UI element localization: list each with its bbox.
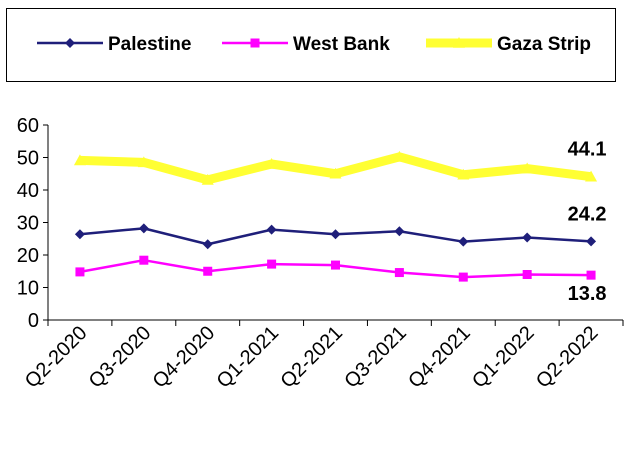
x-tick-label: Q1-2021 xyxy=(213,322,284,393)
data-label: 13.8 xyxy=(568,283,607,305)
x-tick-label: Q2-2020 xyxy=(21,322,92,393)
legend-marker xyxy=(250,38,260,48)
legend: Palestine West Bank Gaza Strip xyxy=(37,34,591,55)
data-point xyxy=(202,239,213,250)
series-west-bank xyxy=(75,255,596,282)
legend-item-gaza-strip: Gaza Strip xyxy=(426,34,591,55)
legend-item-west-bank: West Bank xyxy=(222,34,390,55)
y-tick-label: 0 xyxy=(28,310,39,332)
data-point xyxy=(138,223,149,234)
data-point xyxy=(73,154,86,166)
x-tick-label: Q4-2020 xyxy=(149,322,220,393)
legend-marker xyxy=(453,37,465,48)
data-point xyxy=(266,224,277,235)
y-tick-label: 40 xyxy=(17,180,39,202)
data-point xyxy=(74,229,85,240)
legend-box xyxy=(6,8,616,82)
axes: 0102030405060Q2-2020Q3-2020Q4-2020Q1-202… xyxy=(17,115,624,393)
data-point xyxy=(137,156,150,168)
legend-marker xyxy=(65,38,75,48)
data-point xyxy=(330,229,341,240)
series-layer xyxy=(73,150,598,282)
data-label: 24.2 xyxy=(568,203,607,225)
data-point xyxy=(393,150,406,162)
x-tick-label: Q2-2022 xyxy=(532,322,603,393)
data-point xyxy=(522,270,532,279)
y-tick-label: 60 xyxy=(17,115,39,137)
data-point xyxy=(457,168,470,180)
data-point xyxy=(458,272,468,282)
data-point xyxy=(203,266,213,276)
data-point xyxy=(394,226,405,237)
legend-item-palestine: Palestine xyxy=(37,34,191,55)
data-point xyxy=(265,158,278,169)
y-tick-label: 50 xyxy=(17,148,39,170)
data-point xyxy=(586,236,597,247)
x-tick-label: Q2-2021 xyxy=(276,322,347,393)
data-label: 44.1 xyxy=(568,139,607,161)
data-point xyxy=(201,173,214,185)
data-point xyxy=(331,260,340,270)
y-tick-label: 20 xyxy=(17,245,39,267)
legend-label: Palestine xyxy=(108,34,191,55)
x-tick-label: Q3-2021 xyxy=(340,322,411,393)
data-point xyxy=(267,259,277,269)
data-point xyxy=(394,268,404,278)
data-point xyxy=(458,236,469,247)
series-palestine xyxy=(74,223,597,250)
data-point xyxy=(329,167,342,179)
data-point xyxy=(75,267,85,277)
data-point xyxy=(586,270,596,280)
labels-layer: 24.2 13.8 44.1 xyxy=(568,139,607,305)
x-tick-label: Q4-2021 xyxy=(404,322,475,393)
y-tick-label: 30 xyxy=(17,213,39,235)
data-point xyxy=(522,232,533,243)
data-point xyxy=(585,170,598,182)
data-point xyxy=(139,255,149,265)
x-tick-label: Q3-2020 xyxy=(85,322,156,393)
series-gaza-strip xyxy=(73,150,598,185)
x-tick-label: Q1-2022 xyxy=(468,322,539,393)
legend-label: West Bank xyxy=(293,34,390,55)
y-tick-label: 10 xyxy=(17,278,39,300)
legend-label: Gaza Strip xyxy=(497,34,591,55)
data-point xyxy=(521,162,534,174)
